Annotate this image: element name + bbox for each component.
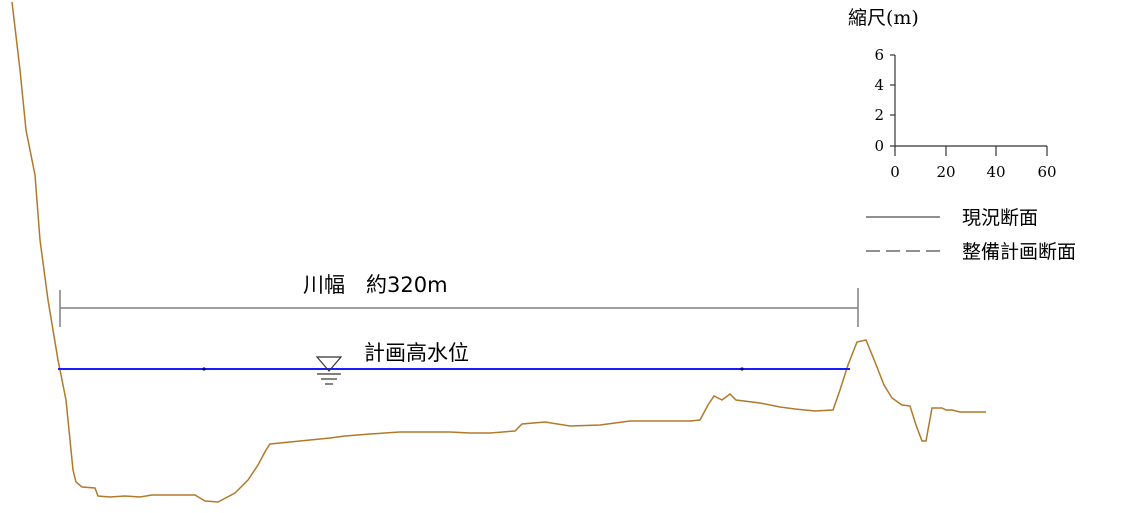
scale-y-tick-label: 6 [874,46,884,64]
river-width-dimension [59,288,859,327]
legend-planned-label: 整備計画断面 [962,241,1076,263]
scale-y-tick-label: 2 [874,106,884,124]
scale-x-tick-label: 0 [890,163,900,181]
legend-current-label: 現況断面 [962,207,1038,229]
river-width-label: 川幅 約320m [303,273,448,297]
scale-x-tick-label: 40 [986,163,1005,181]
scale-title: 縮尺(m) [848,7,919,29]
ground-profile-line [11,1,986,503]
scale-x-tick-label: 20 [936,163,955,181]
water-level-label: 計画高水位 [364,341,469,365]
water-level-symbol-icon [315,356,343,385]
water-line-marker [202,367,206,371]
scale-axes [890,54,1048,156]
scale-y-tick-label: 0 [874,137,884,155]
scale-x-tick-label: 60 [1037,163,1056,181]
water-line-marker [740,367,744,371]
scale-y-tick-label: 4 [874,76,884,94]
